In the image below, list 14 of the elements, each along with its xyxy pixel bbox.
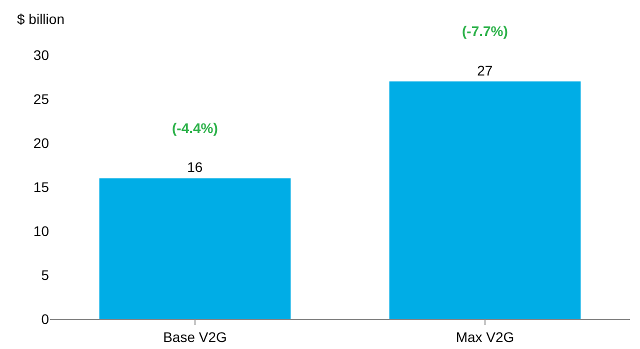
y-tick-label: 15	[33, 178, 50, 195]
y-tick-label: 10	[33, 222, 50, 239]
y-tick-label: 30	[33, 46, 50, 63]
y-axis-title: $ billion	[17, 11, 64, 27]
annotation: (-4.4%)	[172, 120, 218, 136]
y-tick-label: 20	[33, 134, 50, 151]
y-tick-label: 25	[33, 90, 50, 107]
x-tick-label: Max V2G	[456, 328, 514, 345]
data-label: 27	[477, 62, 493, 78]
text: (-7.7%)	[462, 23, 508, 39]
y-tick-label: 0	[41, 310, 50, 327]
y-tick-label: 5	[41, 266, 50, 283]
data-label: 16	[187, 159, 203, 176]
x-tick-label: Base V2G	[163, 328, 227, 345]
